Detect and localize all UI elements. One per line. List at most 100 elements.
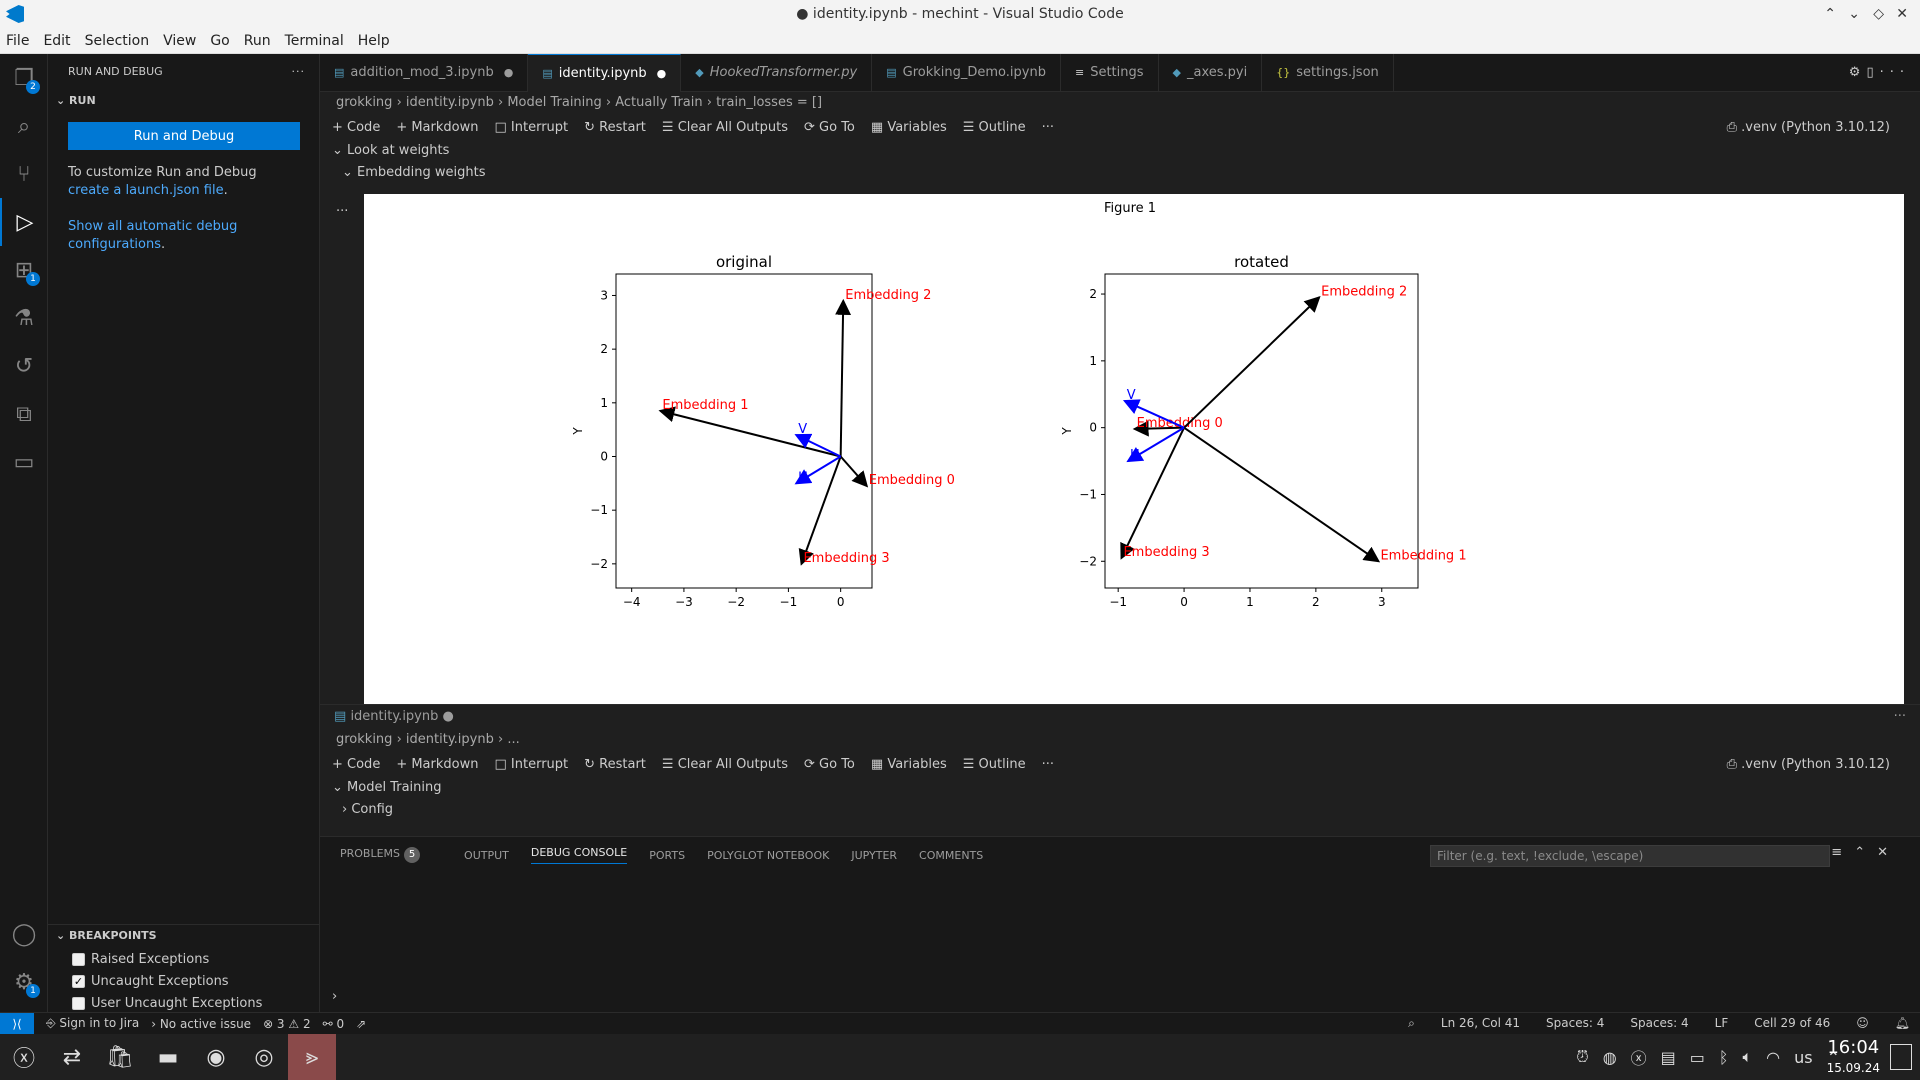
zoom-icon[interactable]: ⌕ [1408, 1016, 1415, 1030]
go-to-button[interactable]: ⟳ Go To [804, 756, 855, 772]
tray-expand-icon[interactable]: ⌃ [1826, 1047, 1840, 1067]
secondary-tab[interactable]: ▤ identity.ipynb ● ··· [320, 705, 1920, 729]
run-section-header[interactable]: ⌄ RUN [56, 94, 96, 107]
bluetooth-icon[interactable]: ᛒ [1718, 1047, 1729, 1067]
more-actions-icon[interactable]: ··· [1879, 65, 1910, 80]
breakpoint-user-uncaught[interactable]: User Uncaught Exceptions [72, 992, 262, 1014]
chevron-up-icon[interactable]: ⌃ [1824, 6, 1836, 22]
extensions-icon[interactable]: ⊞ 1 [0, 246, 48, 294]
run-and-debug-button[interactable]: Run and Debug [68, 122, 300, 150]
breadcrumb-folder[interactable]: grokking [336, 95, 393, 110]
menu-help[interactable]: Help [357, 32, 390, 49]
add-markdown-button[interactable]: + Markdown [396, 119, 479, 135]
show-desktop-icon[interactable] [1890, 1044, 1912, 1070]
file-manager-icon[interactable]: ▬ [157, 1044, 179, 1070]
breadcrumb-section[interactable]: Model Training [507, 95, 602, 110]
close-panel-icon[interactable]: ✕ [1877, 845, 1900, 860]
variables-button[interactable]: ▦ Variables [870, 119, 947, 135]
interrupt-button[interactable]: □ Interrupt [494, 119, 569, 135]
tab-settings-json[interactable]: {} settings.json [1262, 54, 1394, 92]
indent-spaces-2[interactable]: Spaces: 4 [1630, 1016, 1689, 1030]
outline-button[interactable]: ☰ Outline [962, 119, 1026, 135]
breakpoints-header[interactable]: ⌄ BREAKPOINTS [48, 924, 320, 946]
tab-hooked-transformer[interactable]: ◆ HookedTransformer.py [681, 54, 873, 92]
restart-button[interactable]: ↻ Restart [584, 119, 646, 135]
active-issue[interactable]: › No active issue [151, 1016, 252, 1031]
eol-status[interactable]: LF [1714, 1016, 1729, 1030]
ports-status[interactable]: ⚯ 0 [322, 1016, 345, 1031]
problems-status[interactable]: ⊗ 3 ⚠ 2 [263, 1016, 311, 1031]
tab-comments[interactable]: COMMENTS [919, 848, 984, 862]
remote-explorer-icon[interactable]: ▭ [13, 449, 35, 475]
tab-ports[interactable]: PORTS [649, 848, 686, 862]
split-editor-icon[interactable]: ▯ [1866, 65, 1880, 80]
xapp-icon[interactable]: ⓧ [1630, 1049, 1647, 1068]
testing-icon[interactable]: ⚗ [14, 305, 34, 331]
gear-icon[interactable]: ⚙ [1848, 65, 1867, 80]
clear-outputs-button[interactable]: ☰ Clear All Outputs [661, 756, 788, 772]
remote-icon[interactable]: ⟩⟨ [0, 1012, 34, 1035]
account-icon[interactable]: ◯ [11, 921, 37, 947]
show-automatic-debug-link[interactable]: Show all automatic debug configurations [68, 219, 238, 252]
python-icon[interactable]: ⧉ [16, 401, 32, 427]
tab-jupyter[interactable]: JUPYTER [851, 848, 898, 862]
debug-console-filter-input[interactable]: Filter (e.g. text, !exclude, \escape) [1430, 845, 1830, 867]
maximize-icon[interactable]: ◇ [1873, 6, 1884, 22]
tab-addition-mod-3[interactable]: ▤ addition_mod_3.ipynb ● [320, 54, 529, 92]
checkbox[interactable] [72, 952, 85, 966]
cell-position[interactable]: Cell 29 of 46 [1754, 1016, 1831, 1030]
close-icon[interactable]: ✕ [1896, 6, 1908, 22]
add-code-button[interactable]: + Code [332, 756, 381, 772]
tab-grokking-demo[interactable]: ▤ Grokking_Demo.ipynb [872, 54, 1061, 92]
start-menu-icon[interactable]: ⓧ [12, 1047, 35, 1072]
breadcrumb-more[interactable]: ... [507, 732, 520, 747]
breadcrumb-file[interactable]: identity.ipynb [405, 732, 494, 747]
more-toolbar-icon[interactable]: ··· [1041, 756, 1054, 772]
jira-signin[interactable]: ⎆ Sign in to Jira [46, 1016, 140, 1030]
firefox-icon[interactable]: ◉ [206, 1044, 226, 1070]
battery-icon[interactable]: ▭ [1689, 1047, 1705, 1067]
clock[interactable]: 16:04 15.09.24 [1827, 1038, 1880, 1078]
menu-run[interactable]: Run [243, 32, 271, 49]
breadcrumb-folder[interactable]: grokking [336, 732, 393, 747]
explorer-icon[interactable]: ❐ 2 [0, 54, 48, 102]
clipboard-icon[interactable]: ▤ [1660, 1047, 1676, 1067]
vpn-icon[interactable]: ◍ [1602, 1047, 1617, 1067]
debug-status-icon[interactable]: ⇗ [356, 1016, 367, 1031]
source-control-icon[interactable]: ⑂ [17, 161, 31, 187]
store-icon[interactable]: 🛍︎ [106, 1044, 134, 1070]
tab-output[interactable]: OUTPUT [464, 848, 509, 862]
more-actions-icon[interactable]: ··· [1893, 709, 1906, 724]
create-launch-json-link[interactable]: create a launch.json file [68, 183, 224, 198]
section-model-training[interactable]: ⌄ Model Training [332, 780, 442, 795]
breakpoint-raised[interactable]: Raised Exceptions [72, 948, 209, 970]
go-to-button[interactable]: ⟳ Go To [804, 119, 855, 135]
tab-axes-pyi[interactable]: ◆ _axes.pyi [1159, 54, 1263, 92]
add-code-button[interactable]: + Code [332, 119, 381, 135]
menu-edit[interactable]: Edit [43, 32, 71, 49]
search-icon[interactable]: ⌕ [17, 113, 31, 139]
task-switcher-icon[interactable]: ⇄ [62, 1044, 82, 1070]
breadcrumb-subsection[interactable]: Actually Train [615, 95, 703, 110]
vscode-taskbar-icon[interactable]: ⪢ [288, 1034, 336, 1080]
cursor-position[interactable]: Ln 26, Col 41 [1440, 1016, 1521, 1030]
outline-button[interactable]: ☰ Outline [962, 756, 1026, 772]
checkbox-checked[interactable]: ✓ [72, 974, 85, 988]
checkbox[interactable] [72, 996, 85, 1010]
indent-spaces[interactable]: Spaces: 4 [1546, 1016, 1605, 1030]
section-config[interactable]: › Config [342, 802, 394, 817]
tab-debug-console[interactable]: DEBUG CONSOLE [530, 846, 628, 864]
alarm-icon[interactable]: ⏰︎ [1576, 1047, 1589, 1066]
section-embedding-weights[interactable]: ⌄ Embedding weights [342, 165, 486, 180]
clear-outputs-button[interactable]: ☰ Clear All Outputs [661, 119, 788, 135]
section-look-at-weights[interactable]: ⌄ Look at weights [332, 143, 450, 158]
menu-file[interactable]: File [6, 32, 30, 49]
breakpoint-uncaught[interactable]: ✓ Uncaught Exceptions [72, 970, 229, 992]
run-debug-icon[interactable]: ▷ [0, 198, 48, 246]
kernel-picker[interactable]: ⎙ .venv (Python 3.10.12) [1726, 119, 1890, 135]
keyboard-layout[interactable]: us [1794, 1047, 1813, 1067]
menu-go[interactable]: Go [210, 32, 230, 49]
tab-identity[interactable]: ▤ identity.ipynb ● [528, 54, 682, 92]
volume-icon[interactable]: 🔈︎ [1742, 1047, 1753, 1066]
more-actions-icon[interactable]: ··· [291, 65, 305, 78]
